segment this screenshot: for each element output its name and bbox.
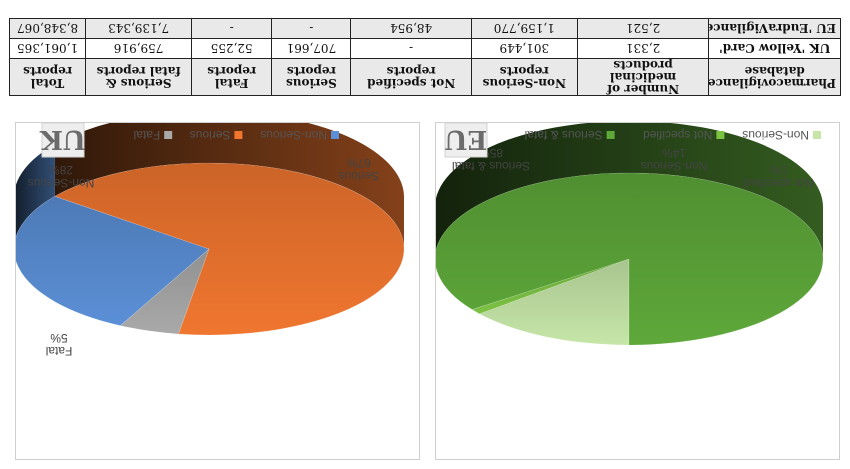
eu-legend-swatch — [813, 131, 821, 139]
table-cell: - — [271, 18, 351, 39]
table-cell: 759,916 — [85, 38, 192, 59]
eu-pie-chart: Non-Serious 14% Not specified 1% Serious & f… — [435, 122, 840, 460]
table-cell: 1,159,770 — [471, 18, 578, 39]
uk-slice-percent: 28% — [49, 163, 73, 177]
header-number-of-products: Number of medicinal products — [577, 58, 709, 96]
uk-slice-non-serious — [16, 195, 210, 326]
eu-slice-non-serious — [478, 258, 630, 346]
uk-legend-swatch — [164, 131, 173, 139]
eu-title-badge — [444, 123, 488, 158]
uk-slice-serious — [54, 162, 405, 336]
uk-legend-entry: Serious — [190, 128, 231, 142]
uk-legend-swatch — [331, 131, 339, 139]
uk-title-badge — [41, 123, 85, 158]
eu-chart-title: EU — [444, 124, 487, 154]
eu-legend-swatch — [606, 131, 615, 139]
table-header-row: Pharmacovigilance database Number of med… — [9, 58, 841, 96]
uk-legend-entry: Fatal — [134, 128, 161, 142]
eu-legend-entry: Serious & fatal — [525, 128, 603, 142]
uk-slice-label: Serious — [339, 169, 380, 183]
uk-slice-percent: 5% — [50, 331, 68, 345]
table-cell: 301,449 — [471, 38, 578, 59]
uk-slice-wall — [54, 123, 404, 249]
table-cell: 8,348,067 — [9, 18, 86, 39]
table-row: EU 'EudraVigilance' 2,521 1,159,770 48,9… — [9, 18, 841, 39]
uk-slice-fatal — [119, 248, 210, 335]
uk-slice-label: Non-Serious — [28, 176, 95, 190]
table-cell: 2,331 — [577, 38, 709, 59]
table-cell: - — [191, 18, 272, 39]
eu-slice-percent: 1% — [770, 163, 788, 177]
header-not-specified: Not specified reports — [350, 58, 472, 96]
eu-legend-swatch — [716, 131, 725, 139]
eu-legend-entry: Not specified — [643, 128, 712, 142]
eu-legend-entry: Non-Serious — [742, 128, 809, 142]
eu-slice-label: Serious & fatal — [452, 159, 530, 173]
eu-slice-not-specified — [471, 258, 630, 315]
uk-slice-wall — [16, 144, 55, 249]
table-cell: 52,255 — [191, 38, 272, 59]
header-fatal: Fatal reports — [191, 58, 272, 96]
eu-slice-wall — [436, 123, 823, 259]
eu-slice-label: Not specified — [744, 176, 813, 190]
table-cell: 1,061,365 — [9, 38, 86, 59]
table-cell: 707,661 — [271, 38, 351, 59]
table-cell: EU 'EudraVigilance' — [708, 18, 841, 39]
table-row: UK 'Yellow Card' 2,331 301,449 - 707,661… — [9, 38, 841, 59]
table-cell: - — [350, 38, 472, 59]
uk-legend-entry: Non-Serious — [260, 128, 327, 142]
uk-pie-chart: Non-Serious 28% Serious 67% Fatal 5% Non-Serio… — [15, 122, 420, 460]
table-cell: UK 'Yellow Card' — [708, 38, 841, 59]
uk-legend-swatch — [234, 131, 243, 139]
eu-slice-serious-fatal — [436, 172, 824, 346]
reports-table: Pharmacovigilance database Number of med… — [9, 18, 841, 96]
header-database: Pharmacovigilance database — [708, 58, 841, 96]
eu-slice-label: Non-Serious — [641, 159, 708, 173]
table-cell: 7,139,343 — [85, 18, 192, 39]
table-cell: 2,521 — [577, 18, 709, 39]
uk-slice-percent: 67% — [347, 156, 371, 170]
table-cell: 48,954 — [350, 18, 472, 39]
uk-slice-label: Fatal — [46, 344, 73, 358]
eu-slice-percent: 14% — [662, 146, 686, 160]
uk-chart-title: UK — [39, 124, 86, 154]
header-total: Total reports — [9, 58, 86, 96]
header-serious-fatal: Serious & fatal reports — [85, 58, 192, 96]
header-non-serious: Non-Serious reports — [471, 58, 578, 96]
header-serious: Serious reports — [271, 58, 351, 96]
